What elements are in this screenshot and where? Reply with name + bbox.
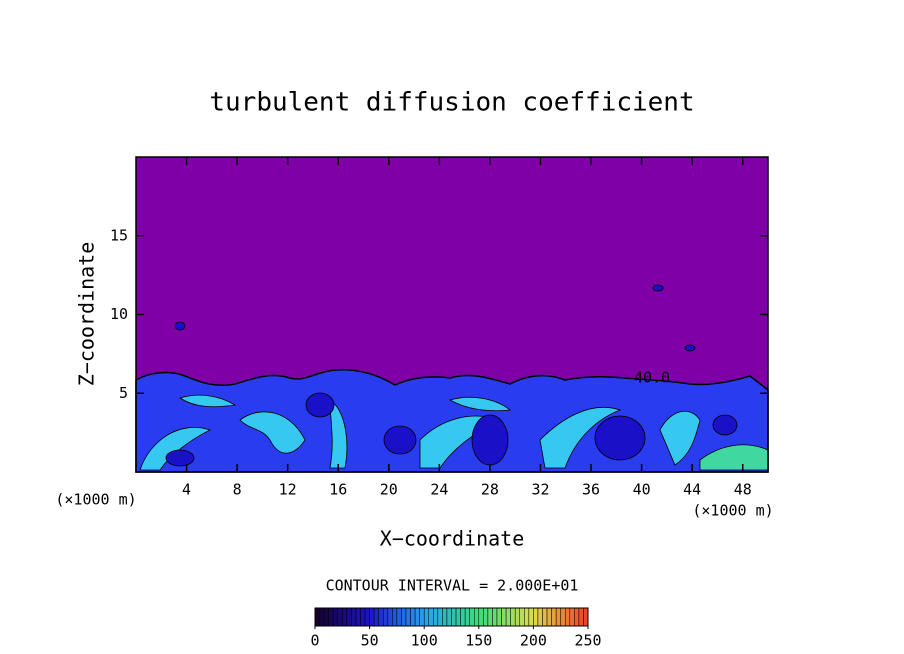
x-tick-label: 8 [233, 481, 242, 499]
colorbar-tick-label: 50 [361, 632, 379, 650]
x-tick-label: 24 [430, 481, 448, 499]
colorbar-tick-label: 0 [310, 632, 319, 650]
colorbar-stripe [560, 607, 566, 627]
colorbar-stripe [487, 607, 493, 627]
colorbar-stripe [505, 607, 511, 627]
colorbar-stripe [533, 607, 539, 627]
colorbar-stripe [524, 607, 530, 627]
colorbar-stripe [483, 607, 489, 627]
colorbar-stripe [437, 607, 443, 627]
y-tick-label: 15 [110, 226, 128, 244]
y-tick-label: 10 [110, 305, 128, 323]
x-axis-label: X−coordinate [380, 527, 525, 551]
x-tick-label: 16 [329, 481, 347, 499]
colorbar-stripe [401, 607, 407, 627]
colorbar-stripe [565, 607, 571, 627]
colorbar-stripe [537, 607, 543, 627]
low-values [165, 284, 738, 467]
x-tick-label: 44 [683, 481, 701, 499]
x-tick-label: 28 [481, 481, 499, 499]
contour-label: 40.0 [634, 369, 670, 387]
colorbar-stripe [464, 607, 470, 627]
x-tick-label: 12 [279, 481, 297, 499]
colorbar-stripe [369, 607, 375, 627]
colorbar-stripe [337, 607, 343, 627]
colorbar-stripe [555, 607, 561, 627]
colorbar-stripe [428, 607, 434, 627]
colorbar-stripe [360, 607, 366, 627]
colorbar-stripe [510, 607, 516, 627]
colorbar-stripe [355, 607, 361, 627]
colorbar-stripe [574, 607, 580, 627]
colorbar-stripe [378, 607, 384, 627]
colorbar-stripe [551, 607, 557, 627]
colorbar-stripe [569, 607, 575, 627]
colorbar-stripe [455, 607, 461, 627]
colorbar-stripe [364, 607, 370, 627]
colorbar-stripe [346, 607, 352, 627]
field: 40.0 [135, 157, 769, 473]
x-tick-label: 36 [582, 481, 600, 499]
chart-title: turbulent diffusion coefficient [209, 88, 694, 118]
colorbar-stripe [583, 607, 589, 627]
colorbar-stripe [514, 607, 521, 627]
colorbar-stripe [387, 607, 393, 627]
colorbar-tick-label: 150 [465, 632, 492, 650]
colorbar-stripe [314, 607, 320, 627]
colorbar-stripe [451, 607, 457, 627]
colorbar-stripe [323, 607, 329, 627]
colorbar-stripe [396, 607, 402, 627]
colorbar-stripe [528, 607, 534, 627]
colorbar-stripe [373, 607, 379, 627]
x-tick-label: 4 [182, 481, 191, 499]
colorbar-stripe [383, 607, 389, 627]
y-tick-label: 5 [119, 384, 128, 402]
colorbar-stripe [433, 607, 439, 627]
colorbar-stripe [414, 607, 420, 627]
colorbar-stripe [342, 607, 348, 627]
colorbar-stripe [423, 607, 430, 627]
colorbar-tick-label: 200 [520, 632, 547, 650]
colorbar-stripe [492, 607, 498, 627]
colorbar-stripe [392, 607, 398, 627]
colorbar-stripe [410, 607, 416, 627]
colorbar-stripe [332, 607, 339, 627]
colorbar-frame [314, 607, 589, 627]
colorbar-stripe [474, 607, 480, 627]
colorbar-stripe [469, 607, 475, 627]
colorbar-stripe [501, 607, 507, 627]
x-unit-left: (×1000 m) [55, 491, 136, 509]
colorbar-tick-label: 250 [574, 632, 601, 650]
colorbar-tick-label: 100 [411, 632, 438, 650]
colorbar-stripe [519, 607, 525, 627]
colorbar-stripe [542, 607, 548, 627]
x-tick-label: 20 [380, 481, 398, 499]
colorbar-stripe [319, 607, 325, 627]
colorbar-stripe [405, 607, 411, 627]
x-unit-right: (×1000 m) [692, 502, 773, 520]
colorbar-stripe [419, 607, 425, 627]
x-tick-label: 40 [633, 481, 651, 499]
colorbar-stripe [460, 607, 466, 627]
x-tick-label: 32 [531, 481, 549, 499]
colorbar-stripe [578, 607, 584, 627]
high-values [139, 394, 769, 471]
colorbar-stripe [351, 607, 357, 627]
colorbar-stripe [442, 607, 448, 627]
colorbar-stripe [328, 607, 334, 627]
colorbar-stripe [446, 607, 452, 627]
colorbar-stripe [496, 607, 502, 627]
colorbar-stripe [478, 607, 484, 627]
y-axis-label: Z−coordinate [75, 242, 99, 387]
colorbar-stripe [546, 607, 552, 627]
contour-interval: CONTOUR INTERVAL = 2.000E+01 [326, 577, 579, 595]
x-tick-label: 48 [734, 481, 752, 499]
